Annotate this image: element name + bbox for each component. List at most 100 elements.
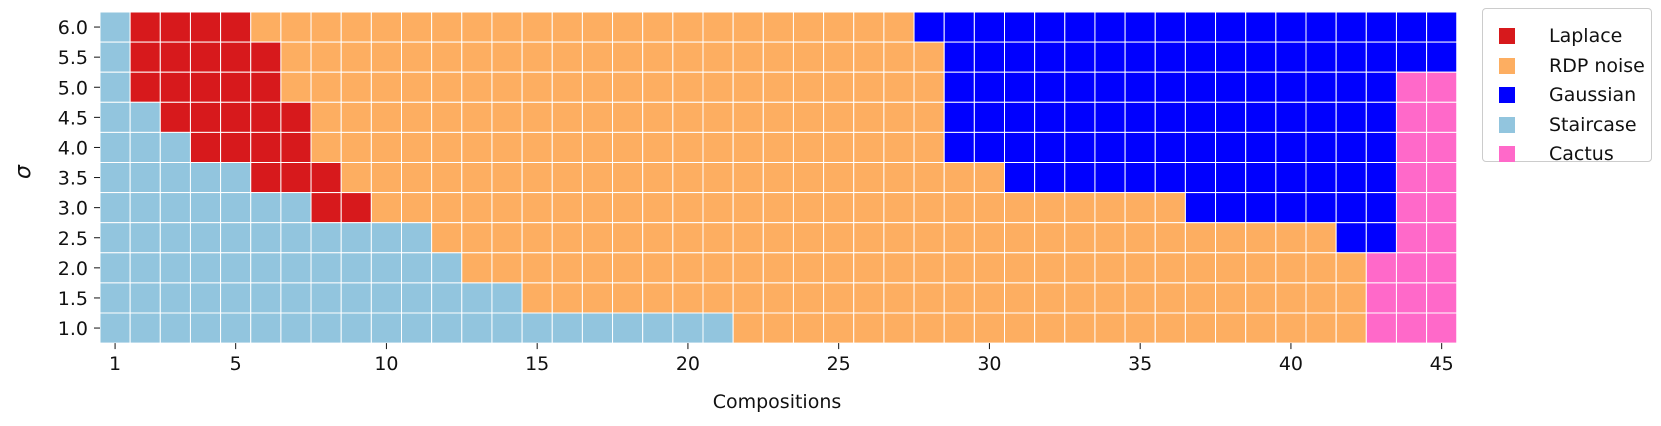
heatmap-cell bbox=[732, 282, 764, 314]
heatmap-cell bbox=[1184, 101, 1217, 133]
heatmap-cell bbox=[973, 282, 1005, 314]
heatmap-cell bbox=[913, 162, 945, 194]
legend-label: RDP noise bbox=[1549, 55, 1645, 77]
heatmap-cell bbox=[370, 312, 403, 344]
heatmap-cell bbox=[642, 131, 674, 163]
heatmap-cell bbox=[1305, 41, 1337, 73]
heatmap-cell bbox=[732, 252, 764, 284]
heatmap-cell bbox=[461, 101, 493, 133]
heatmap-cell bbox=[310, 312, 342, 344]
heatmap-cell bbox=[491, 252, 523, 284]
heatmap-cell bbox=[1335, 162, 1367, 194]
legend-label: Staircase bbox=[1549, 114, 1637, 136]
heatmap-cell bbox=[551, 252, 583, 284]
heatmap-cell bbox=[762, 131, 794, 163]
heatmap-cell bbox=[883, 101, 915, 133]
heatmap-cell bbox=[823, 41, 855, 73]
y-tick-label: 4.0 bbox=[58, 137, 88, 159]
heatmap-cell bbox=[491, 101, 523, 133]
heatmap-cell bbox=[1094, 11, 1126, 43]
heatmap-cell bbox=[1004, 101, 1036, 133]
heatmap-cell bbox=[1305, 222, 1337, 254]
heatmap-cell bbox=[853, 101, 885, 133]
heatmap-cell bbox=[672, 252, 704, 284]
heatmap-cell bbox=[1004, 41, 1036, 73]
heatmap-cell bbox=[1275, 101, 1307, 133]
heatmap-cell bbox=[1124, 252, 1156, 284]
heatmap-cell bbox=[1395, 71, 1428, 103]
heatmap-cell bbox=[129, 131, 161, 163]
heatmap-cell bbox=[1004, 131, 1036, 163]
heatmap-cell bbox=[642, 222, 674, 254]
heatmap-cell bbox=[461, 252, 493, 284]
axis-ticks: 6.05.55.04.54.03.53.02.52.01.51.01 5 10 15 2… bbox=[58, 17, 1454, 375]
x-axis-label: Compositions bbox=[713, 391, 842, 413]
heatmap-cell bbox=[762, 192, 794, 224]
heatmap-cell bbox=[1275, 11, 1307, 43]
heatmap-cell bbox=[1094, 162, 1126, 194]
heatmap-cell bbox=[491, 282, 523, 314]
heatmap-cell bbox=[1215, 192, 1247, 224]
heatmap-cell bbox=[1184, 71, 1217, 103]
heatmap-cell bbox=[431, 282, 463, 314]
heatmap-cell bbox=[159, 131, 191, 163]
heatmap-cell bbox=[129, 11, 161, 43]
heatmap-cell bbox=[99, 282, 131, 314]
heatmap-cell bbox=[250, 282, 282, 314]
heatmap-cell bbox=[1064, 192, 1096, 224]
heatmap-cell bbox=[1365, 162, 1397, 194]
heatmap-cell bbox=[1335, 192, 1367, 224]
heatmap-cell bbox=[973, 312, 1005, 344]
heatmap-cell bbox=[1395, 41, 1428, 73]
heatmap-cell bbox=[310, 131, 342, 163]
heatmap-cell bbox=[943, 162, 975, 194]
heatmap-cell bbox=[792, 41, 825, 73]
heatmap-cell bbox=[1426, 192, 1458, 224]
heatmap-cell bbox=[1245, 282, 1277, 314]
heatmap-cell bbox=[491, 192, 523, 224]
heatmap-cell bbox=[823, 192, 855, 224]
heatmap-cell bbox=[943, 312, 975, 344]
heatmap-cell bbox=[1034, 11, 1066, 43]
heatmap-cell bbox=[1365, 101, 1397, 133]
heatmap-cell bbox=[732, 101, 764, 133]
heatmap-cell bbox=[732, 71, 764, 103]
heatmap-cell bbox=[792, 252, 825, 284]
heatmap-cell bbox=[973, 71, 1005, 103]
heatmap-cell bbox=[431, 101, 463, 133]
heatmap-cell bbox=[250, 11, 282, 43]
heatmap-cell bbox=[792, 312, 825, 344]
heatmap-cell bbox=[943, 192, 975, 224]
heatmap-cell bbox=[521, 101, 553, 133]
heatmap-cell bbox=[1215, 71, 1247, 103]
heatmap-cell bbox=[1094, 41, 1126, 73]
legend-item-laplace: Laplace bbox=[1499, 25, 1622, 47]
heatmap-cell bbox=[1154, 131, 1186, 163]
heatmap-cell bbox=[1004, 192, 1036, 224]
heatmap-cell bbox=[581, 11, 614, 43]
heatmap-cell bbox=[853, 312, 885, 344]
legend-swatch-gaussian bbox=[1499, 87, 1515, 103]
heatmap-cell bbox=[853, 41, 885, 73]
heatmap-cell bbox=[1124, 131, 1156, 163]
heatmap-cell bbox=[189, 101, 222, 133]
heatmap-cell bbox=[1426, 282, 1458, 314]
heatmap-cell bbox=[1215, 162, 1247, 194]
heatmap-cell bbox=[491, 131, 523, 163]
heatmap-cell bbox=[129, 282, 161, 314]
heatmap-cell bbox=[461, 71, 493, 103]
heatmap-cell bbox=[1245, 71, 1277, 103]
heatmap-cell bbox=[702, 222, 734, 254]
heatmap-cell bbox=[1215, 131, 1247, 163]
heatmap-cell bbox=[250, 101, 282, 133]
heatmap-cell bbox=[491, 11, 523, 43]
heatmap-cell bbox=[823, 101, 855, 133]
heatmap-cell bbox=[1154, 222, 1186, 254]
y-tick-label: 2.5 bbox=[58, 228, 88, 250]
heatmap-cell bbox=[551, 11, 583, 43]
heatmap-cell bbox=[1124, 192, 1156, 224]
heatmap-cell bbox=[1124, 71, 1156, 103]
heatmap-cell bbox=[461, 312, 493, 344]
heatmap-cell bbox=[1215, 41, 1247, 73]
heatmap-cell bbox=[1275, 131, 1307, 163]
